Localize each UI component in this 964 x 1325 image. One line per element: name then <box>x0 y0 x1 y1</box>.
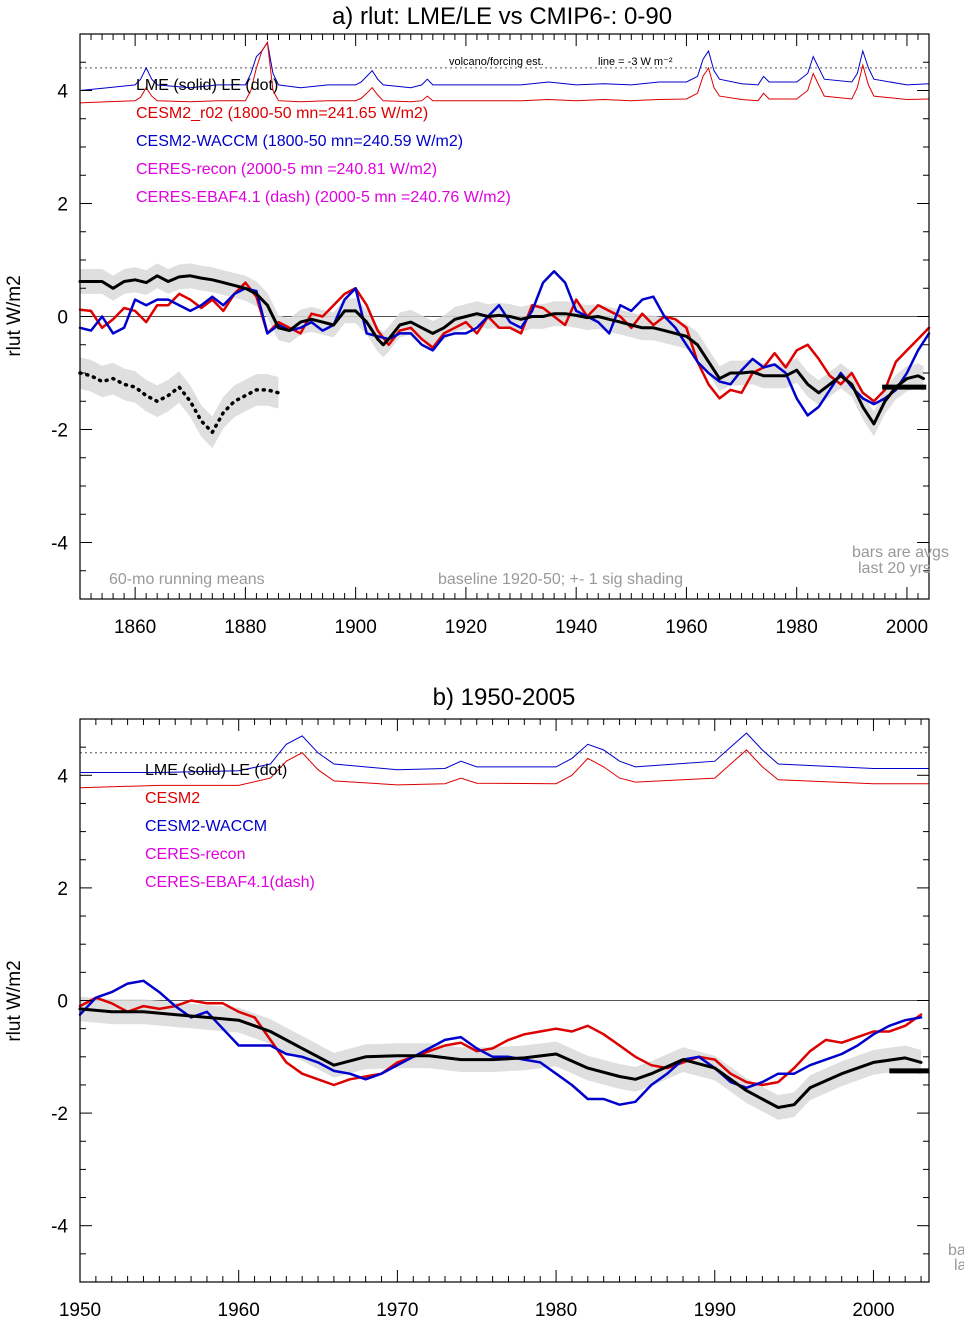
x-tick-label: 1920 <box>445 617 487 638</box>
y-tick-label: 4 <box>57 82 68 103</box>
volcano-curve-cesm2 <box>79 749 929 789</box>
y-tick-label: -2 <box>51 421 68 442</box>
panel-b-legend: LME (solid) LE (dot) CESM2 CESM2-WACCM C… <box>145 762 315 891</box>
series-le <box>78 371 281 435</box>
shading-le <box>80 357 279 449</box>
y-tick-label: -2 <box>51 1104 68 1125</box>
y-tick-label: 0 <box>57 308 68 329</box>
x-tick-label: 1860 <box>114 617 156 638</box>
volcano-annotation: volcano/forcing est. <box>449 56 544 68</box>
panel-b-ylabel: rlut W/m2 <box>4 960 25 1041</box>
y-tick-label: -4 <box>51 1217 68 1238</box>
legend-ceres-recon: CERES-recon (2000-5 mn =240.81 W/m2) <box>136 161 437 178</box>
bars-note-1: bars are avgs <box>852 544 949 561</box>
volcano-curve-cesm2 <box>79 41 930 104</box>
panel-b-plot-area: 4 2 0 -2 -4 1950 1960 1970 1980 1990 2000 <box>51 718 930 1321</box>
legend-cesm2: CESM2_r02 (1800-50 mn=241.65 W/m2) <box>136 105 428 122</box>
legend-ceres-recon: CERES-recon <box>145 846 245 863</box>
x-tick-label: 1880 <box>224 617 266 638</box>
bars-note-2: la <box>954 1257 964 1274</box>
series-lme <box>78 274 925 426</box>
panel-a-legend: LME (solid) LE (dot) CESM2_r02 (1800-50 … <box>136 77 511 206</box>
series-lme <box>78 1007 923 1109</box>
x-tick-label: 1960 <box>218 1300 260 1321</box>
volcano-curve-waccm <box>79 41 930 91</box>
panel-a-ylabel: rlut W/m2 <box>4 275 25 356</box>
y-tick-label: 2 <box>57 879 68 900</box>
panel-a-title: a) rlut: LME/LE vs CMIP6-: 0-90 <box>332 3 672 30</box>
legend-ceres-ebaf: CERES-EBAF4.1(dash) <box>145 874 315 891</box>
legend-cesm2: CESM2 <box>145 790 200 807</box>
running-mean-note: 60-mo running means <box>109 571 265 588</box>
legend-cesm2-waccm: CESM2-WACCM <box>145 818 267 835</box>
y-tick-label: 4 <box>57 766 68 787</box>
x-tick-label: 1970 <box>376 1300 418 1321</box>
x-tick-label: 1960 <box>665 617 707 638</box>
x-tick-label: 1900 <box>335 617 377 638</box>
volcano-curve-waccm <box>80 732 929 773</box>
panel-a: a) rlut: LME/LE vs CMIP6-: 0-90 rlut W/m… <box>4 3 949 638</box>
panel-a-plot-area: 4 2 0 -2 -4 1860 1880 1900 1920 1940 1960 1980 2000 <box>51 33 931 638</box>
x-tick-label: 1950 <box>59 1300 101 1321</box>
bars-note-2: last 20 yrs <box>858 560 931 577</box>
x-tick-label: 2000 <box>886 617 928 638</box>
series-cesm2-waccm <box>78 979 923 1106</box>
panel-b-title: b) 1950-2005 <box>433 684 576 711</box>
legend-ceres-ebaf: CERES-EBAF4.1 (dash) (2000-5 mn =240.76 … <box>136 189 511 206</box>
baseline-note: baseline 1920-50; +- 1 sig shading <box>438 571 683 588</box>
y-tick-label: 0 <box>57 992 68 1013</box>
series-cesm2-r02 <box>78 281 931 403</box>
x-tick-label: 2000 <box>852 1300 894 1321</box>
x-tick-label: 1940 <box>555 617 597 638</box>
bars-note-1: ba <box>948 1242 964 1259</box>
x-tick-label: 1980 <box>535 1300 577 1321</box>
legend-cesm2-waccm: CESM2-WACCM (1800-50 mn=240.59 W/m2) <box>136 133 463 150</box>
line-annotation: line = -3 W m⁻² <box>598 56 673 68</box>
legend-lme-le: LME (solid) LE (dot) <box>145 762 287 779</box>
x-tick-label: 1990 <box>694 1300 736 1321</box>
series-cesm2-waccm <box>78 270 931 417</box>
legend-lme-le: LME (solid) LE (dot) <box>136 77 278 94</box>
series-cesm2 <box>78 996 923 1087</box>
y-tick-label: 2 <box>57 195 68 216</box>
x-tick-label: 1980 <box>776 617 818 638</box>
y-tick-label: -4 <box>51 534 68 555</box>
panel-b: b) 1950-2005 rlut W/m2 4 2 0 -2 -4 1950 1960 19… <box>4 684 964 1321</box>
